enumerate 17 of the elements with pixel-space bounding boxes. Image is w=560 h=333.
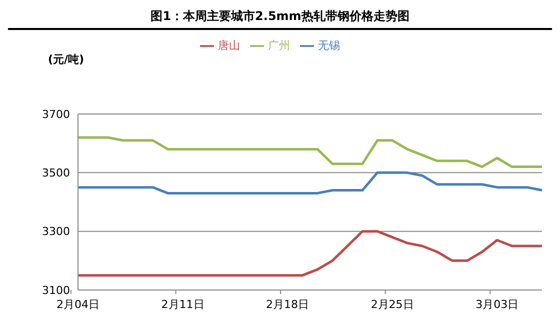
- y-tick-label: 3500: [42, 166, 70, 180]
- x-tick-label: 2月11日: [161, 298, 204, 311]
- y-tick-label: 3300: [42, 225, 70, 238]
- line-series: [76, 136, 544, 168]
- y-tick-label: 3100: [42, 284, 70, 297]
- x-tick-label: 2月04日: [56, 298, 100, 311]
- y-axis-title: (元/吨): [48, 52, 84, 67]
- line-series: [76, 230, 544, 277]
- chart-title: 图1：本周主要城市2.5mm热轧带钢价格走势图: [8, 8, 552, 30]
- legend-label: 广州: [268, 39, 290, 52]
- x-tick-label: 2月25日: [370, 298, 414, 311]
- x-tick-label: 3月03日: [476, 298, 519, 311]
- line-series: [76, 171, 544, 194]
- legend-label: 无锡: [318, 39, 340, 52]
- legend-label: 唐山: [218, 39, 240, 52]
- x-tick-label: 2月18日: [266, 298, 310, 311]
- y-tick-label: 3700: [42, 108, 70, 121]
